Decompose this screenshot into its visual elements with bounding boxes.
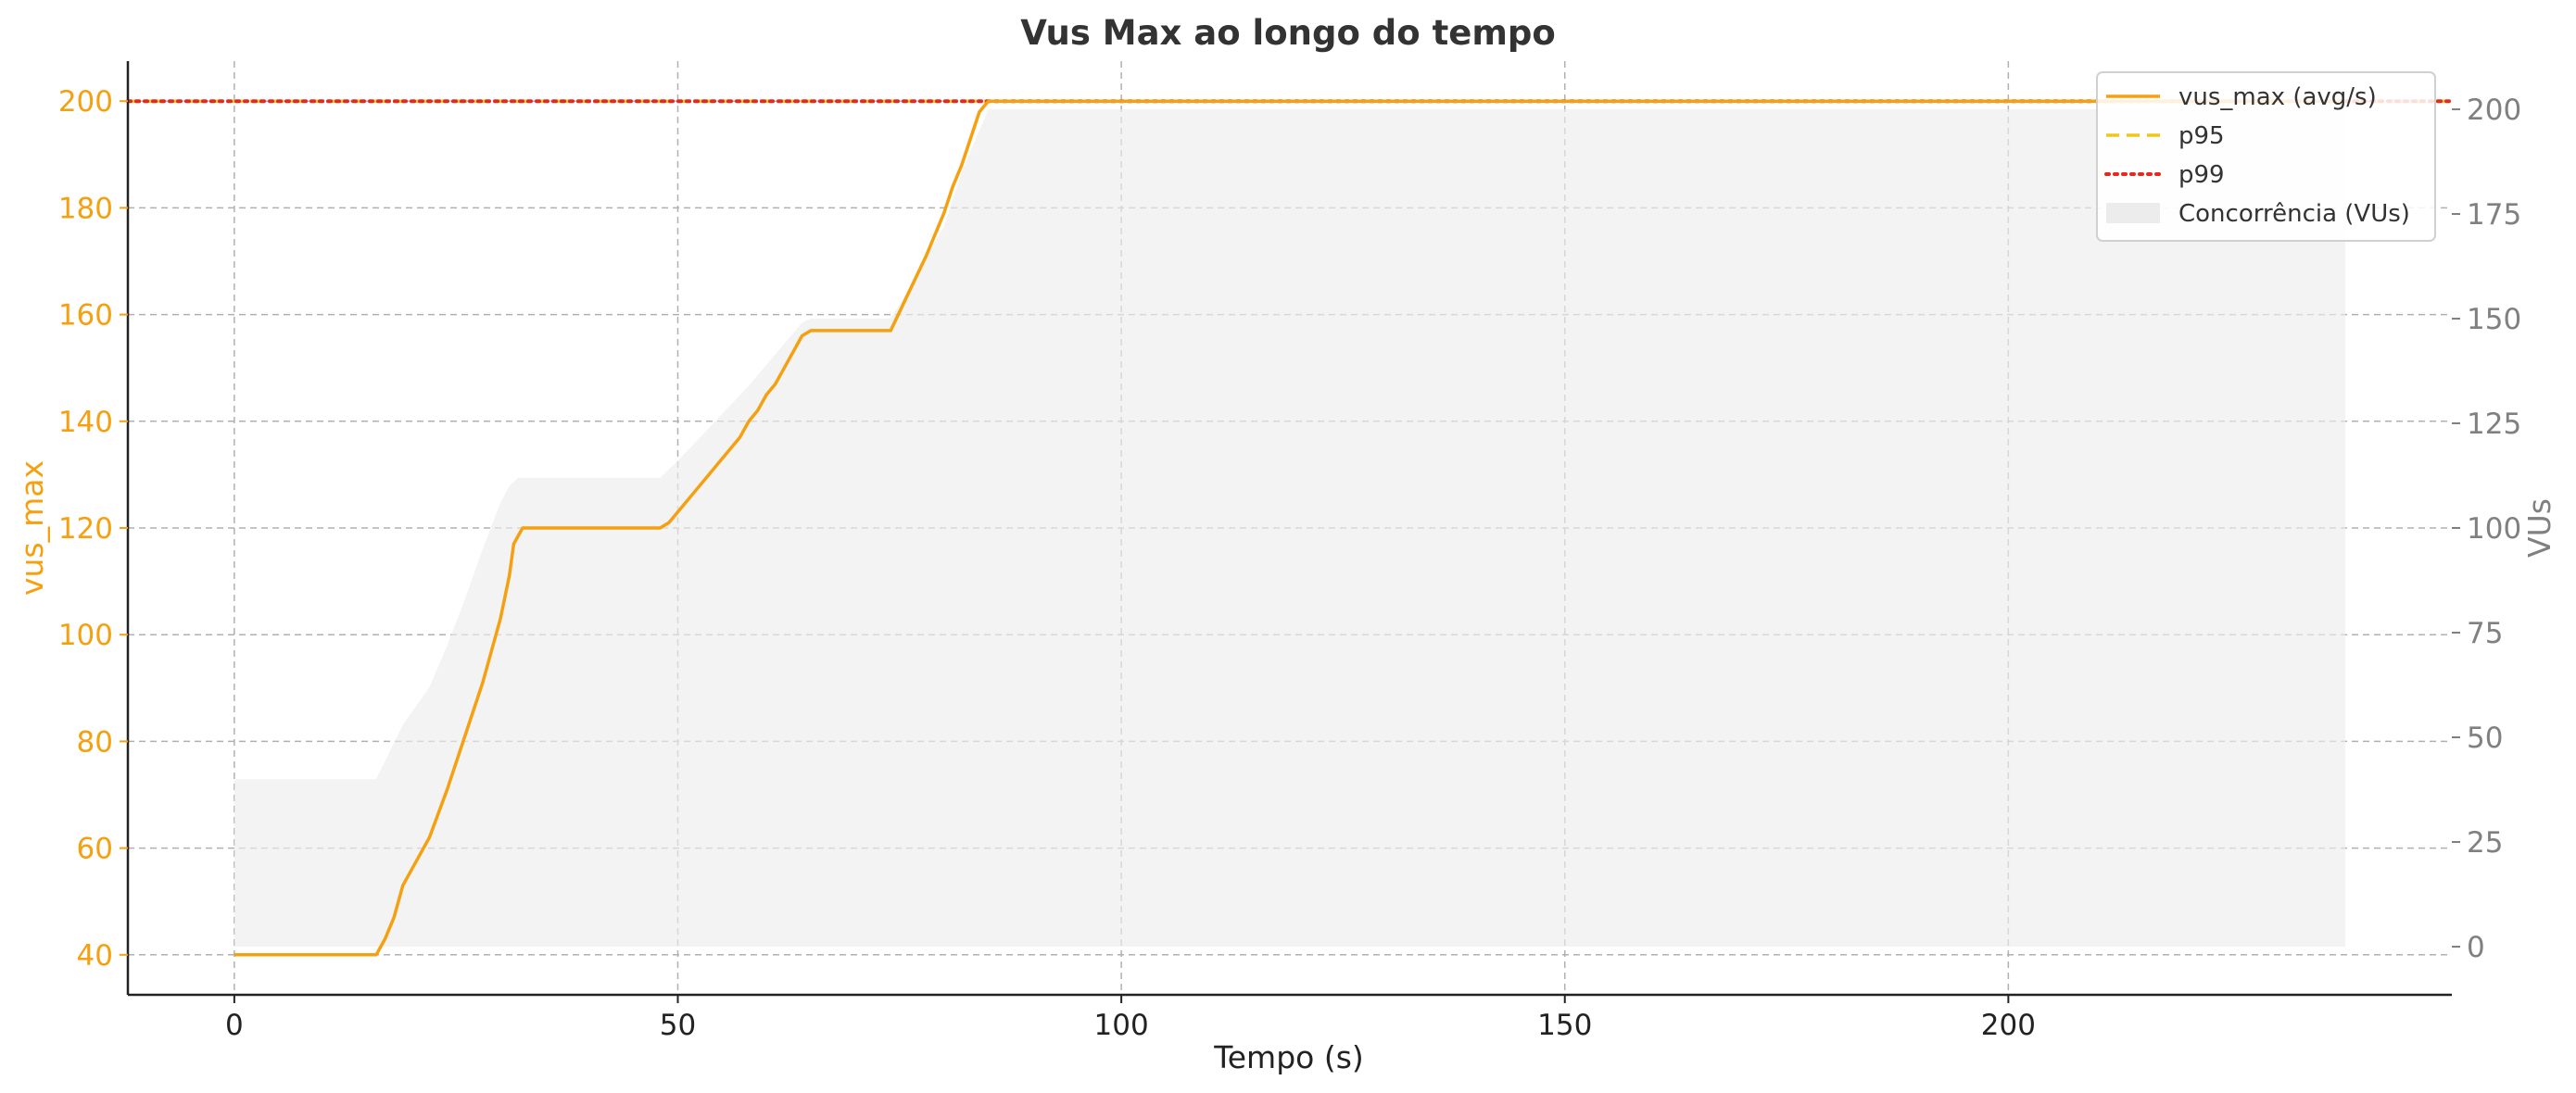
concurrency-area xyxy=(234,108,2346,948)
vus-max-line-layer xyxy=(234,99,2346,957)
legend-label: p95 xyxy=(2178,122,2225,150)
y2-tick-label: 125 xyxy=(2467,408,2521,441)
y2-tick-label: 175 xyxy=(2467,198,2521,232)
y2-tick-label: 0 xyxy=(2467,931,2485,964)
y-tick-label: 40 xyxy=(77,939,113,973)
y2-tick-label: 25 xyxy=(2467,826,2503,860)
x-tick-label: 50 xyxy=(660,1009,696,1042)
y-tick-label: 100 xyxy=(58,619,113,652)
y-tick-label: 140 xyxy=(58,406,113,439)
x-tick-label: 200 xyxy=(1981,1009,2036,1042)
vus-max-line xyxy=(234,99,2346,957)
x-axis-label: Tempo (s) xyxy=(1213,1039,1364,1075)
y2-tick-label: 200 xyxy=(2467,94,2521,127)
y-tick-label: 80 xyxy=(77,725,113,759)
y-tick-label: 200 xyxy=(58,85,113,119)
y-tick-label: 120 xyxy=(58,512,113,546)
y2-tick-label: 50 xyxy=(2467,722,2503,755)
legend: vus_max (avg/s) p95 p99 Concorrência (VUs) xyxy=(2096,71,2436,242)
chart-title: Vus Max ao longo do tempo xyxy=(1020,13,1556,53)
legend-label: Concorrência (VUs) xyxy=(2178,200,2410,228)
concurrency-area-layer xyxy=(234,108,2346,948)
legend-handle-concurrency xyxy=(2106,203,2160,223)
y2-axis-label: VUs xyxy=(2521,498,2557,558)
x-tick-label: 0 xyxy=(225,1009,244,1042)
y2-tick-label: 150 xyxy=(2467,303,2521,336)
y2-tick-label: 100 xyxy=(2467,512,2521,546)
x-tick-label: 150 xyxy=(1537,1009,1592,1042)
legend-label: p99 xyxy=(2178,161,2225,189)
y-tick-label: 160 xyxy=(58,299,113,333)
legend-frame xyxy=(2096,71,2436,242)
x-tick-label: 100 xyxy=(1094,1009,1149,1042)
legend-label: vus_max (avg/s) xyxy=(2178,83,2377,111)
y-axis-label: vus_max xyxy=(14,460,50,596)
y2-tick-label: 75 xyxy=(2467,617,2503,650)
y-tick-label: 180 xyxy=(58,192,113,225)
tick-labels: 0 50 100 150 200 40 60 80 100 120 140 160 180 200 0 25 5… xyxy=(58,85,2521,1042)
y-tick-label: 60 xyxy=(77,833,113,866)
